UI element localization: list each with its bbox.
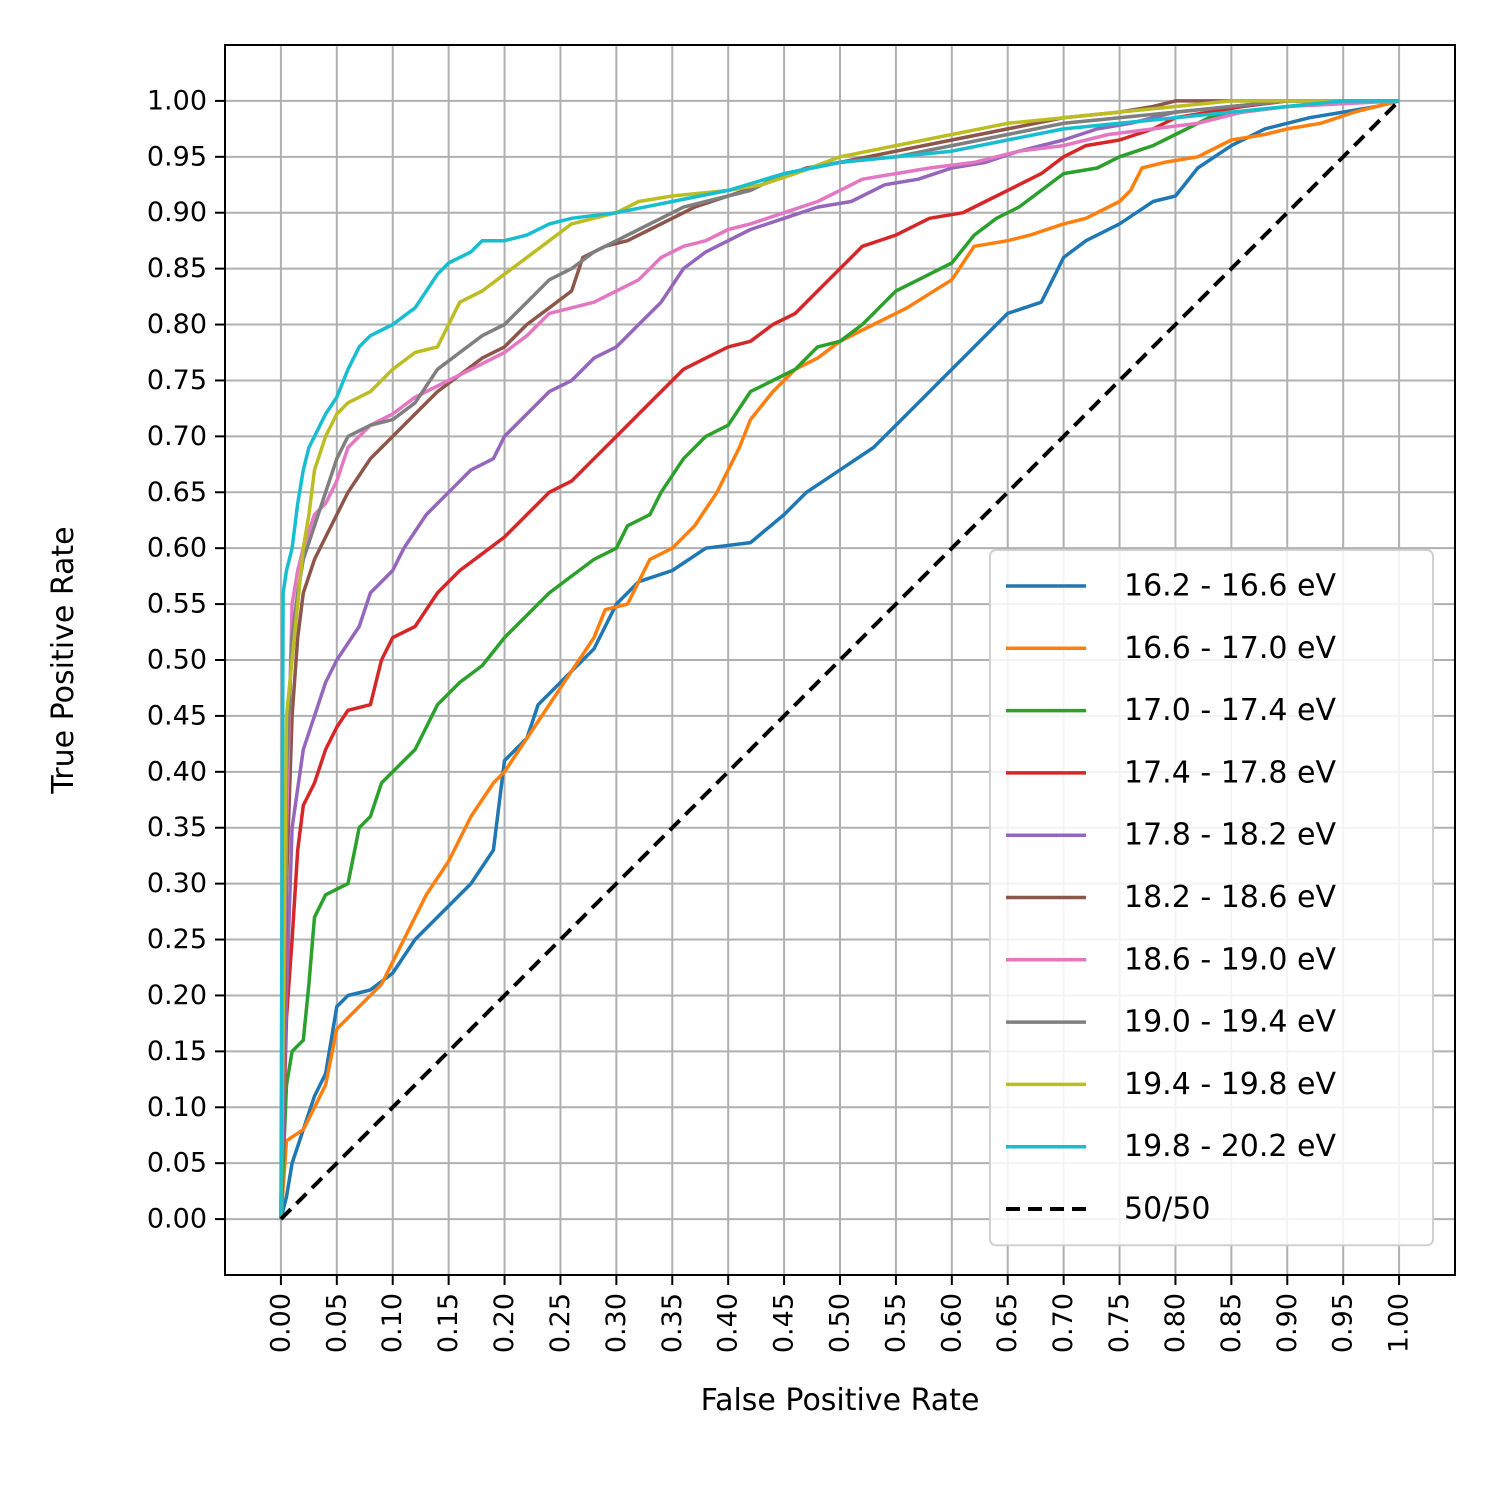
series-line-16-6-17-0-ev bbox=[279, 99, 1400, 1220]
ticks: 0.00 0.05 0.10 0.15 0.20 0.25 0.30 0.35 0.40 0.45… bbox=[147, 85, 1415, 1353]
series-line-19-8-20-2-ev bbox=[279, 99, 1400, 1220]
legend: 16.2 - 16.6 eV 16.6 - 17.0 eV 17.0 - 17.4 … bbox=[989, 549, 1434, 1247]
x-tick-label: 0.35 bbox=[657, 1293, 688, 1353]
series-line-18-6-19-0-ev bbox=[279, 99, 1400, 1220]
y-axis-label: True Positive Rate bbox=[46, 526, 81, 794]
legend-label: 16.6 - 17.0 eV bbox=[1124, 631, 1336, 666]
x-tick-label: 0.00 bbox=[265, 1293, 296, 1353]
x-tick-label: 0.75 bbox=[1104, 1293, 1135, 1353]
series-line-17-4-17-8-ev bbox=[279, 99, 1400, 1220]
x-tick-label: 0.50 bbox=[825, 1293, 856, 1353]
series-line-18-2-18-6-ev bbox=[279, 99, 1400, 1220]
x-tick-label: 0.80 bbox=[1160, 1293, 1191, 1353]
y-tick-label: 0.55 bbox=[147, 589, 207, 620]
y-tick-label: 0.30 bbox=[147, 868, 207, 899]
series-layer bbox=[279, 99, 1401, 1221]
x-tick-label: 0.45 bbox=[769, 1293, 800, 1353]
series-line-19-4-19-8-ev bbox=[279, 99, 1400, 1220]
legend-label: 17.0 - 17.4 eV bbox=[1124, 693, 1336, 728]
x-tick-label: 0.55 bbox=[880, 1293, 911, 1353]
x-tick-label: 0.15 bbox=[433, 1293, 464, 1353]
legend-label: 16.2 - 16.6 eV bbox=[1124, 569, 1336, 604]
x-tick-label: 1.00 bbox=[1384, 1293, 1415, 1353]
legend-label: 18.2 - 18.6 eV bbox=[1124, 880, 1336, 915]
x-tick-label: 0.65 bbox=[992, 1293, 1023, 1353]
x-tick-label: 0.30 bbox=[601, 1293, 632, 1353]
y-tick-label: 0.60 bbox=[147, 533, 207, 564]
y-tick-label: 0.75 bbox=[147, 365, 207, 396]
y-tick-label: 0.15 bbox=[147, 1036, 207, 1067]
y-tick-label: 0.20 bbox=[147, 980, 207, 1011]
legend-label: 19.0 - 19.4 eV bbox=[1124, 1005, 1336, 1040]
series-line-17-0-17-4-ev bbox=[279, 99, 1400, 1220]
legend-label: 18.6 - 19.0 eV bbox=[1124, 942, 1336, 977]
y-tick-label: 0.25 bbox=[147, 924, 207, 955]
y-tick-label: 0.95 bbox=[147, 141, 207, 172]
y-tick-label: 1.00 bbox=[147, 85, 207, 116]
x-tick-label: 0.60 bbox=[936, 1293, 967, 1353]
legend-label: 19.8 - 20.2 eV bbox=[1124, 1129, 1336, 1164]
x-tick-label: 0.85 bbox=[1216, 1293, 1247, 1353]
legend-label: 19.4 - 19.8 eV bbox=[1124, 1067, 1336, 1102]
y-tick-label: 0.40 bbox=[147, 756, 207, 787]
y-tick-label: 0.05 bbox=[147, 1148, 207, 1179]
y-tick-label: 0.70 bbox=[147, 421, 207, 452]
x-tick-label: 0.95 bbox=[1328, 1293, 1359, 1353]
x-tick-label: 0.05 bbox=[321, 1293, 352, 1353]
series-line-19-0-19-4-ev bbox=[279, 99, 1400, 1220]
series-line-16-2-16-6-ev bbox=[279, 99, 1400, 1220]
legend-label: 17.4 - 17.8 eV bbox=[1124, 755, 1336, 790]
y-tick-label: 0.50 bbox=[147, 645, 207, 676]
x-tick-label: 0.40 bbox=[713, 1293, 744, 1353]
y-tick-label: 0.85 bbox=[147, 253, 207, 284]
legend-box bbox=[989, 549, 1434, 1247]
legend-label: 50/50 bbox=[1124, 1192, 1210, 1227]
y-tick-label: 0.65 bbox=[147, 477, 207, 508]
y-tick-label: 0.35 bbox=[147, 812, 207, 843]
y-tick-label: 0.10 bbox=[147, 1092, 207, 1123]
y-tick-label: 0.90 bbox=[147, 197, 207, 228]
x-tick-label: 0.25 bbox=[545, 1293, 576, 1353]
y-tick-label: 0.80 bbox=[147, 309, 207, 340]
x-tick-label: 0.20 bbox=[489, 1293, 520, 1353]
y-tick-label: 0.00 bbox=[147, 1204, 207, 1235]
x-axis-label: False Positive Rate bbox=[701, 1383, 980, 1418]
x-tick-label: 0.70 bbox=[1048, 1293, 1079, 1353]
x-tick-label: 0.10 bbox=[377, 1293, 408, 1353]
y-tick-label: 0.45 bbox=[147, 700, 207, 731]
legend-label: 17.8 - 18.2 eV bbox=[1124, 818, 1336, 853]
x-tick-label: 0.90 bbox=[1272, 1293, 1303, 1353]
